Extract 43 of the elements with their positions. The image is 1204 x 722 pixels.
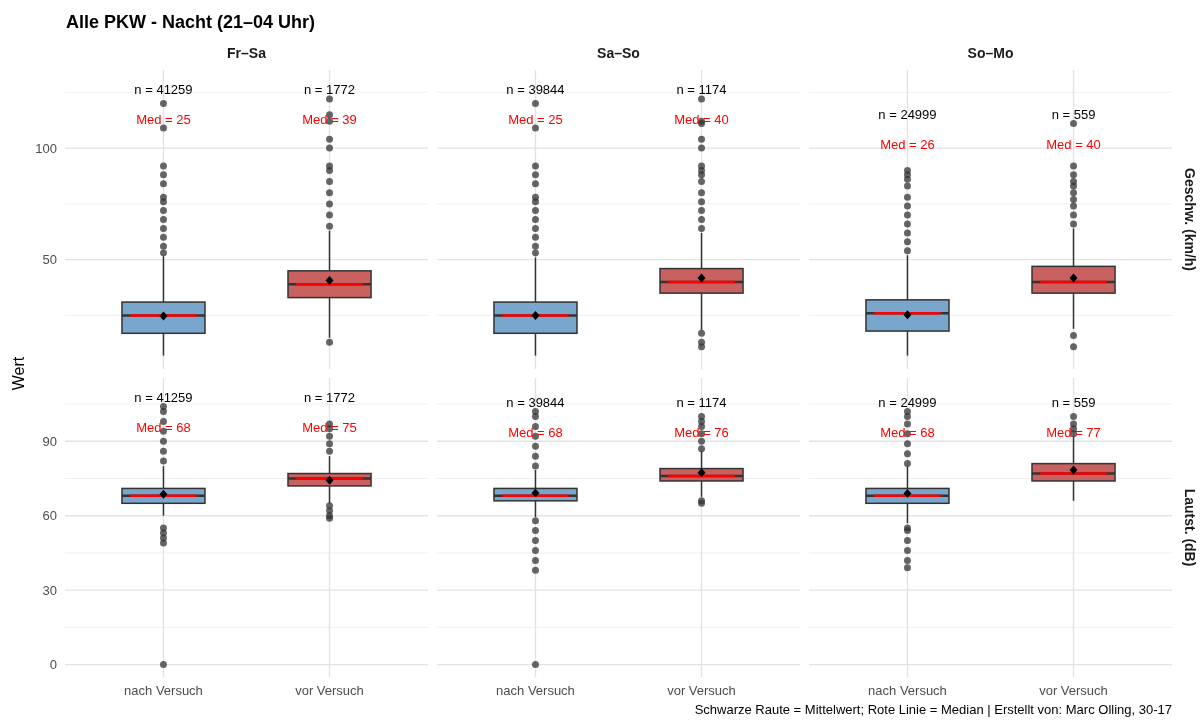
annotation: n = 1174 [676, 395, 727, 411]
text: Geschw. (km/h) [1182, 168, 1198, 271]
y-tick-label: 0 [49, 657, 57, 673]
x-tick-label: vor Versuch [295, 683, 364, 698]
text: Lautst. (dB) [1182, 488, 1198, 567]
x-tick-label: vor Versuch [1039, 683, 1108, 698]
annotation: Med = 25 [508, 111, 563, 127]
annotation: n = 1772 [304, 82, 356, 98]
y-tick-label: 50 [42, 252, 57, 268]
y-tick-label: 90 [42, 433, 57, 449]
annotation: n = 559 [1051, 107, 1096, 123]
annotation: Med = 40 [1046, 137, 1101, 153]
annotation: Med = 40 [674, 111, 729, 127]
annotation: n = 1772 [304, 390, 356, 406]
annotation: Med = 76 [674, 425, 729, 441]
y-tick-label: 100 [35, 140, 57, 156]
annotation: Med = 68 [508, 425, 563, 441]
annotation: n = 24999 [878, 395, 937, 411]
x-tick-label: nach Versuch [124, 683, 203, 698]
annotation: n = 39844 [506, 395, 565, 411]
x-tick-label: vor Versuch [667, 683, 736, 698]
chart-title: Alle PKW - Nacht (21–04 Uhr) [66, 12, 316, 32]
y-tick-label: 30 [42, 582, 57, 598]
annotation: Med = 68 [136, 419, 191, 435]
annotation: n = 1174 [676, 82, 727, 98]
y-axis-title: Wert [10, 356, 27, 391]
annotation: n = 41259 [134, 390, 193, 406]
x-tick-label: nach Versuch [868, 683, 947, 698]
annotation: n = 559 [1051, 395, 1096, 411]
annotation: n = 24999 [878, 107, 937, 123]
annotation: Med = 39 [302, 111, 357, 127]
text: Schwarze Raute = Mittelwert; Rote Linie = Median | Erstellt von: Marc Olling, 30-17 [694, 702, 1172, 717]
y-tick-label: 60 [42, 508, 57, 524]
annotation: n = 41259 [134, 82, 193, 98]
x-tick-label: nach Versuch [496, 683, 575, 698]
annotation: Med = 26 [880, 137, 935, 153]
chart-subtitle: Fr–Sa [227, 45, 267, 61]
annotation: n = 39844 [506, 82, 565, 98]
chart-subtitle: So–Mo [967, 45, 1014, 61]
chart-subtitle: Sa–So [597, 45, 640, 61]
annotation: Med = 25 [136, 111, 191, 127]
annotation: Med = 77 [1046, 425, 1101, 441]
annotation: Med = 75 [302, 419, 357, 435]
